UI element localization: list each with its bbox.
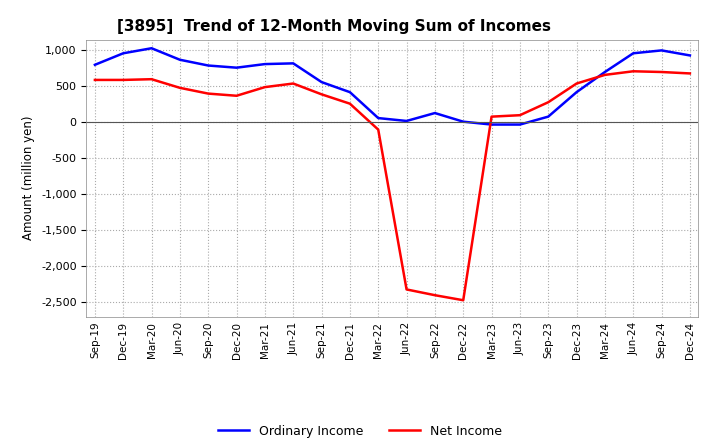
Ordinary Income xyxy=(318,80,326,85)
Ordinary Income xyxy=(459,119,467,125)
Line: Ordinary Income: Ordinary Income xyxy=(95,48,690,125)
Net Income xyxy=(572,81,581,86)
Text: [3895]  Trend of 12-Month Moving Sum of Incomes: [3895] Trend of 12-Month Moving Sum of I… xyxy=(117,19,551,34)
Ordinary Income xyxy=(600,70,609,75)
Net Income xyxy=(402,287,411,292)
Net Income xyxy=(148,77,156,82)
Legend: Ordinary Income, Net Income: Ordinary Income, Net Income xyxy=(213,420,507,440)
Y-axis label: Amount (million yen): Amount (million yen) xyxy=(22,116,35,240)
Ordinary Income xyxy=(657,48,666,53)
Ordinary Income xyxy=(289,61,297,66)
Net Income xyxy=(600,72,609,77)
Net Income xyxy=(685,71,694,76)
Ordinary Income xyxy=(204,63,212,68)
Net Income xyxy=(346,101,354,106)
Net Income xyxy=(233,93,241,99)
Net Income xyxy=(487,114,496,119)
Net Income xyxy=(261,84,269,90)
Ordinary Income xyxy=(402,118,411,124)
Net Income xyxy=(119,77,127,83)
Net Income xyxy=(629,69,637,74)
Net Income xyxy=(516,113,524,118)
Net Income xyxy=(431,293,439,298)
Ordinary Income xyxy=(544,114,552,119)
Ordinary Income xyxy=(685,53,694,58)
Ordinary Income xyxy=(346,89,354,95)
Ordinary Income xyxy=(431,110,439,116)
Ordinary Income xyxy=(261,62,269,67)
Ordinary Income xyxy=(91,62,99,67)
Ordinary Income xyxy=(119,51,127,56)
Net Income xyxy=(459,297,467,303)
Ordinary Income xyxy=(487,122,496,127)
Net Income xyxy=(544,99,552,105)
Net Income xyxy=(289,81,297,86)
Ordinary Income xyxy=(516,122,524,127)
Net Income xyxy=(176,85,184,91)
Ordinary Income xyxy=(233,65,241,70)
Net Income xyxy=(657,70,666,75)
Ordinary Income xyxy=(374,115,382,121)
Net Income xyxy=(204,91,212,96)
Net Income xyxy=(318,92,326,97)
Ordinary Income xyxy=(572,89,581,95)
Ordinary Income xyxy=(629,51,637,56)
Ordinary Income xyxy=(148,46,156,51)
Net Income xyxy=(374,127,382,132)
Ordinary Income xyxy=(176,57,184,62)
Line: Net Income: Net Income xyxy=(95,71,690,300)
Net Income xyxy=(91,77,99,83)
